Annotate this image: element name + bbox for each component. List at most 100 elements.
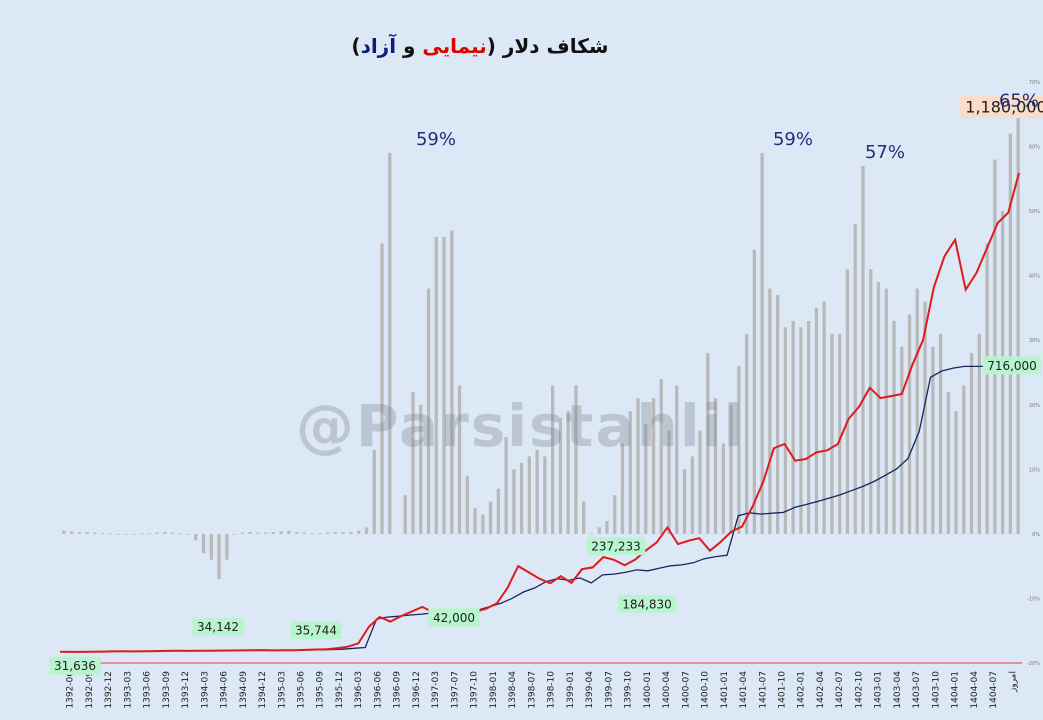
x-tick-label: 1392-06 <box>66 671 76 709</box>
gap-bar <box>426 288 431 534</box>
x-tick-label: 1392-12 <box>104 671 114 709</box>
x-tick-label: 1401-10 <box>778 671 788 709</box>
gap-bar <box>326 532 330 534</box>
gap-bar <box>814 307 819 534</box>
value-label: 31,636 <box>54 659 96 673</box>
gap-bar <box>473 508 477 534</box>
gap-bar <box>713 398 718 534</box>
gap-bar <box>403 495 407 534</box>
gap-bar <box>667 430 671 534</box>
gap-bar <box>822 301 826 534</box>
gap-bar <box>372 450 376 534</box>
gap-bar <box>349 532 353 534</box>
value-label-box <box>290 621 342 640</box>
x-tick-label: 1403-01 <box>874 671 884 709</box>
title-open-paren: ( <box>486 34 496 58</box>
x-tick-label: 1403-10 <box>931 671 941 709</box>
gap-bar <box>271 532 275 534</box>
gap-bar <box>116 533 120 535</box>
axes: 70% 60% 50% 40% 30% 20% 10% 0% -10% -20% 1392-06 13… <box>60 80 1040 709</box>
gap-bar <box>132 533 136 535</box>
gap-bar <box>232 533 237 535</box>
x-tick-label: 1394-03 <box>200 671 210 709</box>
gap-bar <box>364 527 369 534</box>
right-axis-tick: -10% <box>1027 596 1040 602</box>
gap-bar <box>706 353 710 534</box>
gap-bar <box>194 533 198 541</box>
x-tick-label: 1396-12 <box>412 671 422 709</box>
x-tick-label: 1395-03 <box>277 671 287 709</box>
gap-bar <box>861 165 865 534</box>
gap-bar <box>124 533 128 535</box>
x-tick-label: 1397-10 <box>470 671 480 709</box>
x-tick-label: 1398-04 <box>508 671 518 709</box>
gap-bar <box>938 333 943 534</box>
gap-bars <box>62 114 1020 580</box>
gap-bar <box>163 532 167 534</box>
gap-bar <box>225 533 229 560</box>
gap-bar <box>597 527 601 534</box>
gap-bar <box>985 243 989 534</box>
gap-bar <box>923 301 927 534</box>
free-market-line <box>59 172 1020 653</box>
x-tick-label: 1398-07 <box>527 671 537 709</box>
gap-bar <box>969 353 974 534</box>
x-tick-label: 1396-09 <box>393 671 403 709</box>
x-tick-label: 1398-10 <box>547 671 557 709</box>
gap-bar <box>147 533 151 534</box>
value-label: 34,142 <box>197 620 239 634</box>
x-tick-label: 1404-04 <box>970 671 980 709</box>
gap-bar <box>496 488 500 534</box>
gap-bar <box>620 443 625 534</box>
x-tick-label: 1394-06 <box>220 671 230 709</box>
gap-bar <box>690 456 694 534</box>
gap-bar <box>85 532 89 534</box>
value-label-box <box>49 656 101 675</box>
gap-bar <box>582 501 586 534</box>
gap-bar <box>465 475 469 534</box>
gap-bar <box>946 391 950 534</box>
gap-bar <box>776 295 780 534</box>
gap-bar <box>450 230 454 534</box>
right-axis-tick: -20% <box>1027 661 1040 667</box>
gap-bar <box>302 532 306 534</box>
x-tick-label: 1400-07 <box>681 671 691 709</box>
gap-bar <box>295 532 299 534</box>
gap-bar <box>915 288 919 534</box>
right-axis-tick: 70% <box>1029 80 1040 86</box>
gap-bar <box>287 530 291 534</box>
gap-bar <box>962 385 966 534</box>
gap-bar <box>93 532 97 534</box>
right-axis-tick: 20% <box>1029 403 1040 409</box>
gap-bar <box>209 533 213 560</box>
x-tick-label: 1399-04 <box>585 671 595 709</box>
right-axis-tick: 30% <box>1029 338 1040 344</box>
x-tick-label: 1402-07 <box>835 671 845 709</box>
value-labels: 31,636 34,142 35,744 42,000 237,233 184,830 71… <box>49 90 1043 675</box>
x-tick-label: 1395-09 <box>316 671 326 709</box>
x-tick-label: 1402-04 <box>816 671 826 709</box>
gap-bar <box>318 533 322 534</box>
title-close-paren: ) <box>351 34 361 58</box>
gap-bar <box>954 411 958 534</box>
gap-bar <box>838 333 842 534</box>
gap-bar <box>892 320 896 534</box>
x-tick-label: 1403-07 <box>912 671 922 709</box>
right-axis-tick: 40% <box>1029 274 1040 280</box>
gap-bar <box>698 430 702 534</box>
right-axis-tick: 10% <box>1029 467 1040 473</box>
value-label: 35,744 <box>295 623 337 637</box>
value-label-box <box>958 96 1043 118</box>
gap-bar <box>907 314 912 534</box>
x-tick-label: 1404-01 <box>951 671 961 709</box>
x-tick-label: 1399-10 <box>624 671 634 709</box>
gap-bar <box>636 398 640 534</box>
x-tick-label: 1399-07 <box>604 671 614 709</box>
x-tick-label: 1402-10 <box>855 671 865 709</box>
gap-bar <box>644 424 648 534</box>
gap-bar <box>535 450 539 534</box>
gap-bar <box>605 521 609 534</box>
x-tick-label: 1396-03 <box>354 671 364 709</box>
